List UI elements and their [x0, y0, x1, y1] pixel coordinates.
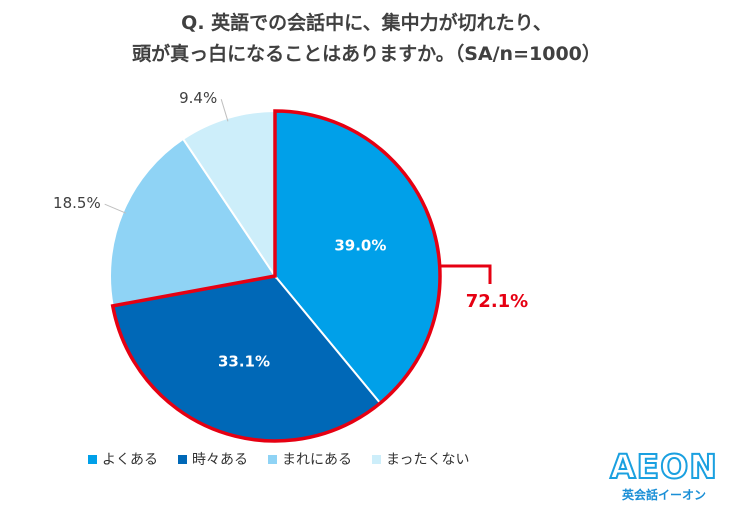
- legend-item-never: まったくない: [372, 449, 469, 469]
- aeon-logo: AEON 英会話イーオン: [606, 447, 722, 503]
- legend-item-often: よくある: [88, 449, 158, 469]
- legend-item-rarely: まれにある: [268, 449, 352, 469]
- highlight-label: 72.1%: [466, 291, 528, 312]
- label-often: 39.0%: [334, 236, 386, 254]
- legend-swatch: [178, 454, 187, 464]
- logo-subtitle: 英会話イーオン: [621, 488, 706, 502]
- label-never: 9.4%: [179, 89, 217, 107]
- legend-swatch: [372, 454, 381, 464]
- highlight-bracket: [440, 264, 492, 284]
- legend-label: 時々ある: [192, 452, 248, 468]
- leader-line: [104, 203, 127, 214]
- legend-item-sometimes: 時々ある: [178, 449, 248, 469]
- logo-mark: AEON: [609, 447, 718, 486]
- label-rarely: 18.5%: [53, 194, 101, 212]
- chart-title: Q. 英語での会話中に、集中力が切れたり、 頭が真っ白になることはありますか。（…: [0, 8, 733, 70]
- legend-swatch: [88, 454, 97, 464]
- title-line-1: Q. 英語での会話中に、集中力が切れたり、: [181, 12, 552, 34]
- highlight-outline: [110, 109, 442, 443]
- leader-line: [220, 99, 229, 122]
- legend-label: よくある: [102, 452, 158, 468]
- legend-label: まったくない: [386, 452, 470, 468]
- legend-swatch: [268, 454, 277, 464]
- label-sometimes: 33.1%: [218, 352, 270, 370]
- legend: よくある 時々ある まれにある まったくない: [88, 449, 469, 469]
- legend-label: まれにある: [282, 452, 352, 468]
- title-line-2: 頭が真っ白になることはありますか。（SA/n=1000）: [132, 43, 601, 65]
